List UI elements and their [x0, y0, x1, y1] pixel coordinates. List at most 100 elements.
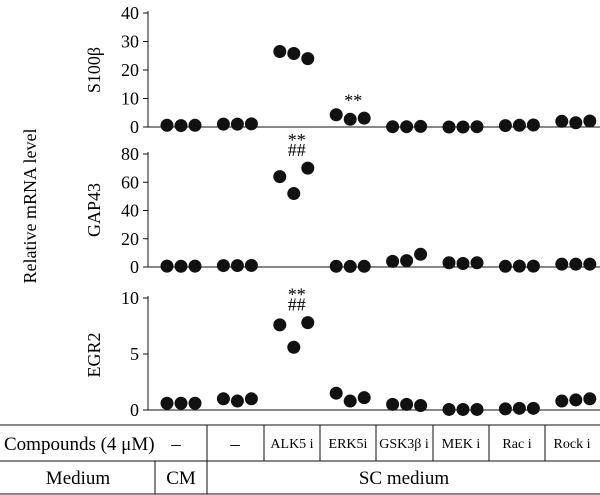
compound-cell-3: ALK5 i	[270, 437, 313, 452]
data-point	[216, 117, 230, 131]
panel-2-ytick-label: 0	[130, 257, 139, 277]
compound-cell-7: Rac i	[502, 437, 531, 452]
data-point	[188, 118, 202, 132]
significance-mark: **	[288, 130, 306, 150]
data-point	[414, 399, 428, 413]
data-point	[174, 119, 188, 133]
compound-cell-4: ERK5i	[329, 437, 368, 452]
significance-mark: **	[344, 91, 362, 111]
data-point	[343, 112, 357, 126]
significance-mark: ##	[288, 295, 306, 315]
panel-1-ylabel: S100β	[84, 47, 104, 93]
panel-1-ytick-label: 10	[121, 89, 139, 109]
data-point	[583, 114, 597, 128]
panel-3-ytick-label: 5	[130, 344, 139, 364]
data-point	[329, 386, 343, 400]
panel-3-ytick-label: 0	[130, 400, 139, 420]
data-point	[512, 118, 526, 132]
data-point	[174, 259, 188, 273]
data-point	[287, 46, 301, 60]
data-point	[583, 257, 597, 271]
data-point	[357, 259, 371, 273]
data-point	[357, 111, 371, 125]
data-point	[273, 318, 287, 332]
data-point	[273, 44, 287, 58]
data-point	[569, 393, 583, 407]
panel-2-ytick-label: 60	[121, 172, 139, 192]
data-point	[244, 117, 258, 131]
data-point	[188, 396, 202, 410]
data-point	[414, 247, 428, 261]
data-point	[343, 394, 357, 408]
data-point	[456, 402, 470, 416]
data-point	[555, 257, 569, 271]
data-point	[442, 402, 456, 416]
data-point	[160, 396, 174, 410]
panel-2-ytick-label: 40	[121, 201, 139, 221]
data-point	[400, 254, 414, 268]
data-point	[512, 401, 526, 415]
data-point	[386, 254, 400, 268]
data-point	[569, 257, 583, 271]
data-point	[470, 402, 484, 416]
medium-label: Medium	[46, 468, 111, 489]
shared-y-label: Relative mRNA level	[20, 129, 40, 284]
data-point	[160, 118, 174, 132]
panel-2-ytick-label: 80	[121, 144, 139, 164]
medium-cm-cell: CM	[166, 468, 196, 489]
data-point	[498, 259, 512, 273]
panel-1-ytick-label: 20	[121, 60, 139, 80]
data-point	[414, 119, 428, 133]
data-point	[386, 120, 400, 134]
data-point	[216, 392, 230, 406]
data-point	[555, 394, 569, 408]
compound-cell-6: MEK i	[442, 437, 481, 452]
panel-3-ylabel: EGR2	[84, 333, 104, 378]
data-point	[174, 396, 188, 410]
data-point	[329, 259, 343, 273]
data-point	[470, 120, 484, 134]
data-point	[244, 258, 258, 272]
significance-mark: ##	[288, 140, 306, 160]
data-point	[244, 392, 258, 406]
panel-3-ytick-label: 10	[121, 288, 139, 308]
data-point	[470, 256, 484, 270]
data-point	[216, 259, 230, 273]
data-point	[526, 118, 540, 132]
data-point	[555, 114, 569, 128]
panel-2-ytick-label: 20	[121, 229, 139, 249]
data-point	[301, 52, 315, 66]
data-point	[498, 402, 512, 416]
compound-cell-1: –	[170, 434, 181, 455]
data-point	[230, 394, 244, 408]
data-point	[301, 316, 315, 330]
compound-cell-8: Rock i	[554, 437, 591, 452]
data-point	[230, 117, 244, 131]
data-point	[287, 340, 301, 354]
panel-2-ylabel: GAP43	[84, 183, 104, 237]
data-point	[301, 161, 315, 175]
data-point	[442, 256, 456, 270]
data-point	[456, 256, 470, 270]
medium-sc-cell: SC medium	[359, 468, 449, 489]
compound-cell-5: GSK3β i	[379, 437, 429, 452]
data-point	[400, 120, 414, 134]
data-point	[287, 187, 301, 201]
data-point	[230, 259, 244, 273]
data-point	[583, 392, 597, 406]
compound-cell-2: –	[229, 434, 240, 455]
data-point	[357, 391, 371, 405]
data-point	[329, 108, 343, 122]
compounds-label: Compounds (4 μM)	[4, 434, 155, 455]
data-point	[273, 170, 287, 184]
data-point	[386, 397, 400, 411]
panel-1-ytick-label: 30	[121, 32, 139, 52]
data-point	[456, 120, 470, 134]
conditions-table	[0, 424, 600, 495]
data-point	[400, 397, 414, 411]
data-point	[188, 259, 202, 273]
data-point	[498, 119, 512, 133]
panel-1-ytick-label: 40	[121, 3, 139, 23]
